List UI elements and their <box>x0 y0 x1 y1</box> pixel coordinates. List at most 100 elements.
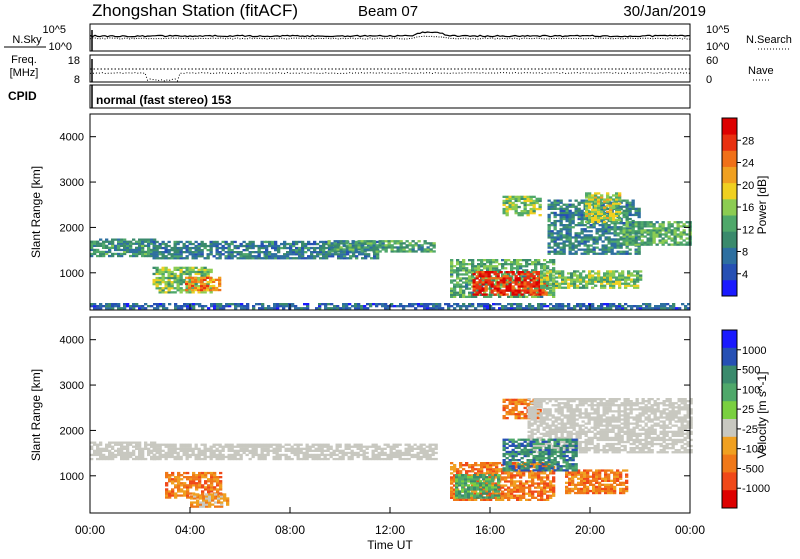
heatmap-cell <box>533 283 536 285</box>
heatmap-cell <box>177 448 180 450</box>
heatmap-cell <box>420 303 423 305</box>
heatmap-cell <box>337 255 340 257</box>
heatmap-cell <box>672 305 675 307</box>
heatmap-cell <box>467 486 470 488</box>
heatmap-cell <box>370 240 373 242</box>
heatmap-cell <box>567 287 570 289</box>
heatmap-cell <box>216 444 219 446</box>
heatmap-cell <box>488 281 491 283</box>
heatmap-cell <box>420 444 423 446</box>
heatmap-cell <box>566 212 569 214</box>
heatmap-cell <box>450 495 453 497</box>
heatmap-cell <box>480 305 483 307</box>
heatmap-cell <box>618 305 621 307</box>
heatmap-cell <box>677 242 680 244</box>
heatmap-cell <box>274 243 277 245</box>
heatmap-cell <box>310 253 313 255</box>
heatmap-cell <box>506 271 509 273</box>
heatmap-cell <box>189 480 192 482</box>
heatmap-cell <box>117 305 120 307</box>
heatmap-cell <box>593 249 596 251</box>
heatmap-cell <box>621 270 624 272</box>
heatmap-cell <box>313 241 316 243</box>
heatmap-cell <box>339 444 342 446</box>
heatmap-cell <box>578 240 581 242</box>
heatmap-cell <box>346 242 349 244</box>
heatmap-cell <box>409 244 412 246</box>
heatmap-cell <box>252 255 255 257</box>
heatmap-cell <box>591 287 594 289</box>
heatmap-cell <box>327 307 330 309</box>
heatmap-cell <box>563 234 566 236</box>
heatmap-cell <box>204 448 207 450</box>
heatmap-cell <box>289 245 292 247</box>
heatmap-cell <box>123 456 126 458</box>
heatmap-cell <box>650 237 653 239</box>
heatmap-cell <box>185 277 188 279</box>
heatmap-cell <box>210 245 213 247</box>
heatmap-cell <box>549 497 552 499</box>
heatmap-cell <box>183 303 186 305</box>
heatmap-cell <box>468 279 471 281</box>
heatmap-cell <box>219 243 222 245</box>
heatmap-cell <box>177 454 180 456</box>
heatmap-cell <box>276 444 279 446</box>
heatmap-cell <box>420 456 423 458</box>
heatmap-cell <box>522 484 525 486</box>
heatmap-cell <box>537 482 540 484</box>
heatmap-cell <box>196 506 199 508</box>
nave-trace <box>90 73 690 82</box>
heatmap-cell <box>358 246 361 248</box>
heatmap-cell <box>597 211 600 213</box>
heatmap-cell <box>192 484 195 486</box>
heatmap-cell <box>549 276 552 278</box>
heatmap-cell <box>585 196 588 198</box>
heatmap-cell <box>464 482 467 484</box>
heatmap-cell <box>623 229 626 231</box>
heatmap-cell <box>168 275 171 277</box>
heatmap-cell <box>373 242 376 244</box>
heatmap-cell <box>331 255 334 257</box>
heatmap-cell <box>485 488 488 490</box>
heatmap-cell <box>542 293 545 295</box>
heatmap-cell <box>620 238 623 240</box>
heatmap-cell <box>641 233 644 235</box>
heatmap-cell <box>612 205 615 207</box>
heatmap-cell <box>96 251 99 253</box>
heatmap-cell <box>339 450 342 452</box>
heatmap-cell <box>471 305 474 307</box>
heatmap-cell <box>471 263 474 265</box>
heatmap-cell <box>372 450 375 452</box>
heatmap-cell <box>201 253 204 255</box>
heatmap-cell <box>503 277 506 279</box>
heatmap-cell <box>249 452 252 454</box>
heatmap-cell <box>210 452 213 454</box>
heatmap-cell <box>593 236 596 238</box>
heatmap-cell <box>563 214 566 216</box>
heatmap-cell <box>546 279 549 281</box>
heatmap-cell <box>516 265 519 267</box>
heatmap-cell <box>641 227 644 229</box>
heatmap-cell <box>510 267 513 269</box>
heatmap-cell <box>201 251 204 253</box>
heatmap-cell <box>560 222 563 224</box>
heatmap-cell <box>168 303 171 305</box>
heatmap-cell <box>375 450 378 452</box>
heatmap-cell <box>330 452 333 454</box>
heatmap-cell <box>498 296 501 298</box>
heatmap-cell <box>177 267 180 269</box>
heatmap-cell <box>268 245 271 247</box>
heatmap-cell <box>123 245 126 247</box>
heatmap-cell <box>480 464 483 466</box>
heatmap-cell <box>632 200 635 202</box>
heatmap-cell <box>159 291 162 293</box>
heatmap-cell <box>336 450 339 452</box>
heatmap-cell <box>195 251 198 253</box>
heatmap-cell <box>474 296 477 298</box>
heatmap-cell <box>519 296 522 298</box>
heatmap-cell <box>168 492 171 494</box>
heatmap-cell <box>348 446 351 448</box>
heatmap-cell <box>596 230 599 232</box>
heatmap-cell <box>162 271 165 273</box>
heatmap-cell <box>417 452 420 454</box>
